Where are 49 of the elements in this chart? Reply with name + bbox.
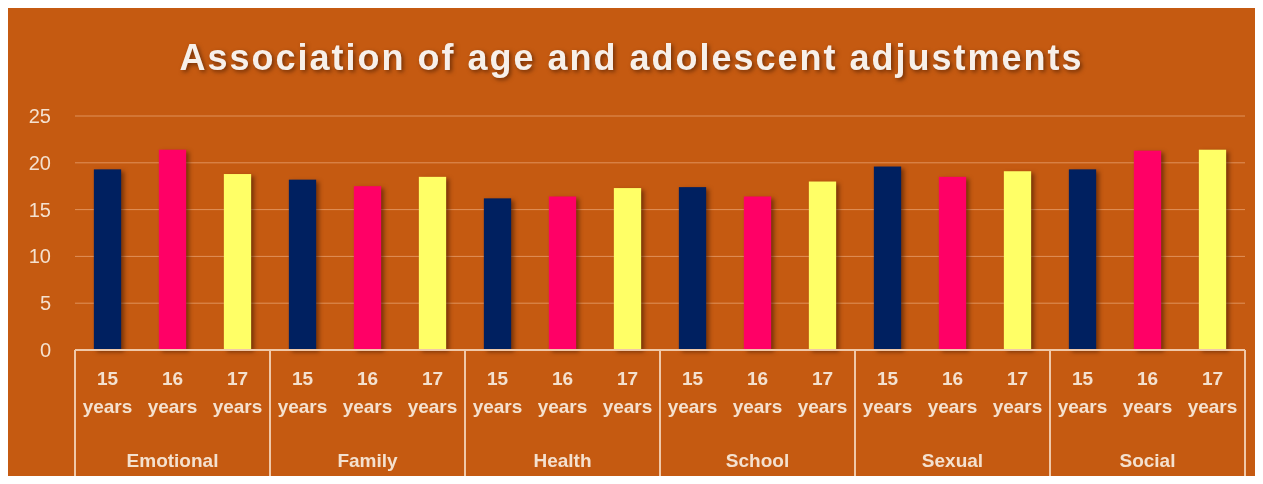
text: 17 years <box>212 368 263 417</box>
bar <box>418 176 447 350</box>
text: 17 years <box>797 368 848 417</box>
series-label: 16 years <box>1122 368 1173 417</box>
bar <box>1003 171 1032 350</box>
text: 15 years <box>277 368 328 417</box>
bar <box>483 198 512 350</box>
x-tick-label: Social <box>1119 450 1176 471</box>
text: 15 years <box>472 368 523 417</box>
bar <box>93 169 122 350</box>
bar <box>613 188 642 350</box>
chart-title: Association of age and adolescent adjustments <box>179 37 1084 78</box>
bar <box>938 176 967 350</box>
y-tick-label: 15 <box>28 198 51 221</box>
y-tick-label: 25 <box>28 105 51 127</box>
bar <box>808 181 837 350</box>
y-tick-label: 0 <box>39 339 51 361</box>
text: 15 years <box>862 368 913 417</box>
bar <box>353 186 382 350</box>
y-tick-label: 10 <box>28 245 51 268</box>
bar <box>1133 150 1162 350</box>
x-tick-label: Health <box>533 450 592 471</box>
text: 17 years <box>407 368 458 417</box>
bar <box>873 166 902 350</box>
bar <box>288 179 317 350</box>
text: 16 years <box>537 368 588 417</box>
x-tick-label: Emotional <box>126 450 219 471</box>
bar <box>158 149 187 350</box>
bar <box>1198 149 1227 350</box>
series-label: 15 years <box>1057 368 1108 417</box>
bar <box>223 174 252 350</box>
text: 17 years <box>602 368 653 417</box>
text: 15 years <box>82 368 133 417</box>
text: 16 years <box>927 368 978 417</box>
x-tick-label: School <box>725 450 790 471</box>
y-tick-label: 20 <box>28 151 51 174</box>
bar <box>1068 169 1097 350</box>
text: 16 years <box>732 368 783 417</box>
x-tick-label: Family <box>337 450 399 471</box>
text: 15 years <box>667 368 718 417</box>
text: 17 years <box>1187 368 1238 417</box>
bar <box>548 196 577 350</box>
text: 16 years <box>342 368 393 417</box>
series-label: 17 years <box>992 368 1043 417</box>
x-tick-label: Sexual <box>921 450 984 471</box>
y-tick-label: 5 <box>39 292 51 315</box>
text: 16 years <box>147 368 198 417</box>
bar <box>678 187 707 350</box>
bar <box>743 196 772 350</box>
